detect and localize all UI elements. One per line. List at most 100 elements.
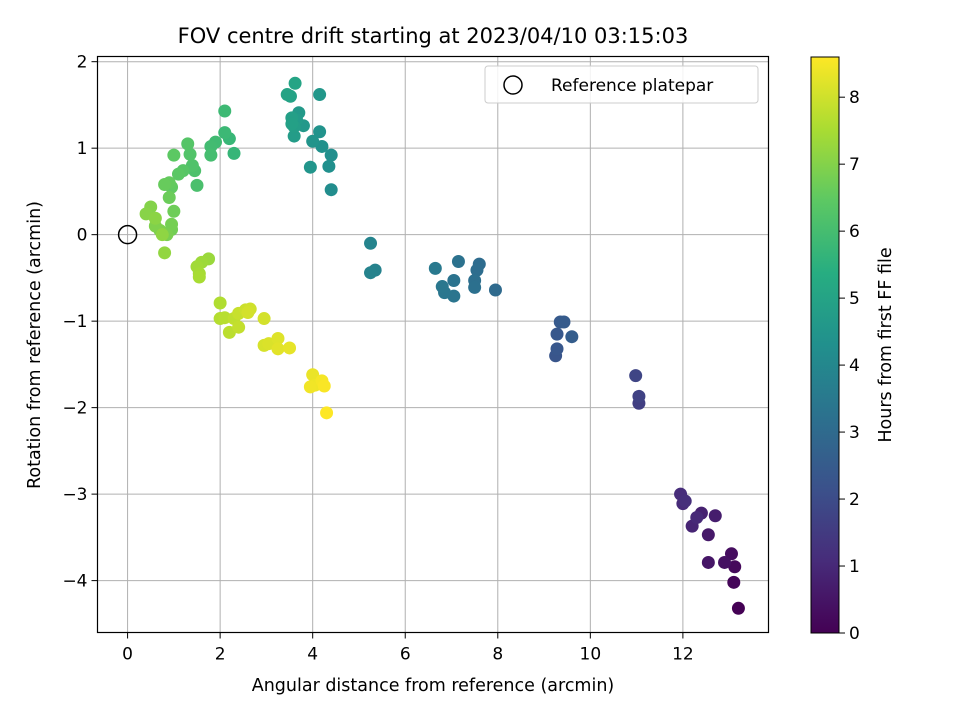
data-point [324,183,338,197]
data-point [727,575,741,589]
scatter-points [139,76,745,615]
x-axis-ticks: 0 2 4 6 8 10 12 [122,632,694,665]
colorbar-tick-label: 6 [849,222,860,242]
data-point [320,406,334,420]
data-point [731,601,745,615]
y-axis-label: Rotation from reference (arcmin) [25,201,45,489]
x-tick-label: 6 [400,645,411,665]
legend-box [484,65,759,104]
data-point [322,159,336,173]
data-point [218,126,232,140]
data-point [470,263,484,277]
chart-title: FOV centre drift starting at 2023/04/10 … [178,24,689,48]
y-tick-label: 0 [77,226,88,246]
data-point [148,211,162,225]
colorbar-tick-label: 5 [849,289,860,309]
data-point [271,342,285,356]
data-point [162,190,176,204]
data-point [181,137,195,151]
data-point [213,296,227,310]
data-point [287,129,301,143]
x-tick-label: 12 [672,645,694,665]
data-point [158,246,172,260]
colorbar-tick-label: 3 [849,423,860,443]
data-point [218,104,232,118]
data-point [283,341,297,355]
data-point [690,510,704,524]
data-point [227,146,241,160]
data-point [232,320,246,334]
data-point [303,380,317,394]
colorbar-tick-label: 7 [849,155,860,175]
reference-platepar-marker [117,224,138,245]
data-point [280,88,294,102]
data-point [565,330,579,344]
data-point [629,369,643,383]
data-point [190,178,204,192]
y-axis-ticks: 2 1 0 −1 −2 −3 −4 [62,53,98,592]
data-point [428,261,442,275]
y-tick-label: 1 [77,139,88,159]
x-tick-label: 10 [580,645,602,665]
colorbar-tick-label: 8 [849,88,860,108]
x-axis-label: Angular distance from reference (arcmin) [252,676,615,696]
data-point [678,494,692,508]
colorbar-ticks: 0 1 2 3 4 5 6 7 8 [839,88,860,644]
data-point [288,76,302,90]
data-point [171,167,185,181]
x-tick-label: 0 [122,645,133,665]
data-point [701,555,715,569]
legend-marker-reference [503,75,523,95]
x-tick-label: 8 [492,645,503,665]
data-point [241,306,255,319]
data-point [724,547,738,561]
data-point [257,312,271,326]
data-point [701,528,715,542]
data-point [468,280,482,294]
x-tick-label: 2 [215,645,226,665]
data-point [285,117,299,131]
data-point [708,509,722,523]
y-tick-label: 2 [77,53,88,73]
data-point [303,160,317,174]
data-point [155,228,169,242]
data-point [550,327,564,341]
data-point [271,331,285,345]
data-point [447,274,461,287]
y-tick-label: −3 [62,485,87,505]
data-point [728,560,742,574]
colorbar-tick-label: 0 [849,624,860,644]
data-point [204,148,218,162]
data-point [167,148,181,162]
data-point [192,270,206,284]
data-point [451,254,465,268]
data-point [550,342,564,356]
data-point [632,389,646,403]
data-point [313,88,327,102]
y-tick-label: −2 [62,399,87,419]
data-point [324,148,338,162]
colorbar-tick-label: 1 [849,557,860,577]
data-point [718,555,732,569]
data-point [488,283,502,297]
plot-frame [96,55,770,634]
x-tick-label: 4 [307,645,318,665]
data-point [167,204,181,218]
y-tick-label: −4 [62,572,87,592]
legend: Reference platepar [484,65,759,104]
colorbar-tick-label: 4 [849,356,860,376]
data-point [306,368,320,382]
y-tick-label: −1 [62,312,87,332]
data-point [557,315,571,329]
data-point [364,236,378,250]
colorbar [810,56,840,634]
colorbar-label: Hours from first FF file [876,247,896,442]
colorbar-tick-label: 2 [849,490,860,510]
data-point [435,280,449,294]
data-point [165,217,179,231]
data-point [158,178,172,191]
data-point [317,379,331,393]
data-point [306,134,320,148]
